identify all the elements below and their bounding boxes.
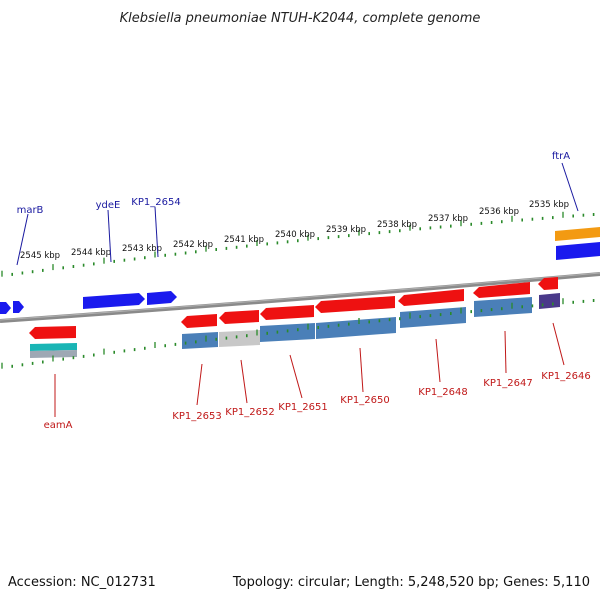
scale-label: 2538 kbp bbox=[377, 220, 417, 230]
gene-arrow-forward[interactable] bbox=[556, 242, 600, 260]
gene-label-eama[interactable]: eamA bbox=[44, 420, 73, 431]
cds-box[interactable] bbox=[316, 317, 396, 339]
gene-label-ftra[interactable]: ftrA bbox=[552, 151, 570, 162]
gene-arrow-reverse[interactable] bbox=[473, 282, 530, 298]
cds-box[interactable] bbox=[182, 332, 218, 349]
gene-arrow-reverse[interactable] bbox=[398, 289, 464, 306]
scale-label: 2541 kbp bbox=[224, 235, 264, 245]
scale-label: 2544 kbp bbox=[71, 248, 111, 258]
cds-box[interactable] bbox=[260, 323, 315, 342]
gene-label-kp1-2653[interactable]: KP1_2653 bbox=[172, 411, 221, 422]
gene-label-kp1-2652[interactable]: KP1_2652 bbox=[225, 407, 274, 418]
scale-label: 2535 kbp bbox=[529, 200, 569, 210]
gene-label-kp1-2654[interactable]: KP1_2654 bbox=[131, 197, 180, 208]
gene-arrow-forward[interactable] bbox=[83, 293, 145, 309]
forward-strand-genes bbox=[0, 227, 600, 314]
gene-arrow-reverse[interactable] bbox=[260, 305, 314, 320]
label-leader-line bbox=[289, 354, 303, 399]
backbone-highlight bbox=[0, 272, 600, 321]
page-title: Klebsiella pneumoniae NTUH-K2044, comple… bbox=[120, 11, 481, 26]
label-leader-line bbox=[240, 359, 248, 404]
accession-text: Accession: NC_012731 bbox=[8, 575, 156, 590]
forward-gene-labels: marB ydeE KP1_2654 ftrA bbox=[16, 151, 579, 266]
scale-label: 2536 kbp bbox=[479, 207, 519, 217]
outer-tick-track bbox=[1, 211, 595, 277]
scale-label: 2537 kbp bbox=[428, 214, 468, 224]
label-leader-line bbox=[154, 206, 159, 258]
scale-label: 2545 kbp bbox=[20, 251, 60, 261]
cds-box[interactable] bbox=[400, 307, 466, 328]
label-leader-line bbox=[561, 162, 579, 212]
label-leader-line bbox=[107, 209, 112, 263]
label-leader-line bbox=[16, 213, 29, 266]
cds-box-grey[interactable] bbox=[219, 330, 260, 347]
genome-backbone bbox=[0, 272, 600, 323]
scale-label: 2539 kbp bbox=[326, 225, 366, 235]
gene-label-kp1-2650[interactable]: KP1_2650 bbox=[340, 395, 389, 406]
gene-label-ydee[interactable]: ydeE bbox=[96, 200, 121, 211]
cds-box-grey[interactable] bbox=[30, 350, 77, 358]
genome-summary-text: Topology: circular; Length: 5,248,520 bp… bbox=[232, 575, 590, 590]
scale-label: 2543 kbp bbox=[122, 244, 162, 254]
label-leader-line bbox=[359, 347, 364, 393]
scale-label: 2540 kbp bbox=[275, 230, 315, 240]
gene-arrow-forward-orange[interactable] bbox=[555, 227, 600, 241]
gene-arrow-forward[interactable] bbox=[147, 291, 177, 305]
label-leader-line bbox=[552, 322, 565, 366]
cds-box-teal[interactable] bbox=[30, 343, 77, 351]
gene-label-kp1-2648[interactable]: KP1_2648 bbox=[418, 387, 467, 398]
cds-box[interactable] bbox=[474, 297, 532, 317]
cds-boxes bbox=[30, 293, 560, 358]
scale-label: 2542 kbp bbox=[173, 240, 213, 250]
label-leader-line bbox=[435, 338, 441, 383]
gene-arrow-reverse[interactable] bbox=[315, 296, 395, 313]
gene-arrow-reverse[interactable] bbox=[538, 277, 558, 290]
inner-tick-track bbox=[1, 298, 595, 369]
scale-labels: 2545 kbp 2544 kbp 2543 kbp 2542 kbp 2541… bbox=[20, 200, 569, 261]
label-leader-line bbox=[504, 330, 507, 374]
gene-label-marb[interactable]: marB bbox=[17, 205, 44, 216]
gene-label-kp1-2646[interactable]: KP1_2646 bbox=[541, 371, 590, 382]
gene-arrow-reverse[interactable] bbox=[219, 310, 259, 324]
gene-arrow-forward[interactable] bbox=[13, 301, 24, 313]
cds-box-purple[interactable] bbox=[539, 293, 560, 309]
gene-arrow-forward[interactable] bbox=[0, 302, 11, 314]
gene-label-kp1-2647[interactable]: KP1_2647 bbox=[483, 378, 532, 389]
reverse-gene-labels: eamA KP1_2653 KP1_2652 KP1_2651 KP1_2650… bbox=[44, 322, 591, 431]
gene-label-kp1-2651[interactable]: KP1_2651 bbox=[278, 402, 327, 413]
gene-arrow-reverse[interactable] bbox=[29, 326, 76, 339]
reverse-strand-genes bbox=[29, 277, 558, 339]
gene-arrow-reverse[interactable] bbox=[181, 314, 217, 328]
label-leader-line bbox=[196, 363, 203, 406]
